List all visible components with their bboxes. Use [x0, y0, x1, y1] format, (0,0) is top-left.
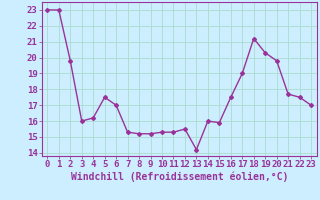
X-axis label: Windchill (Refroidissement éolien,°C): Windchill (Refroidissement éolien,°C): [70, 172, 288, 182]
